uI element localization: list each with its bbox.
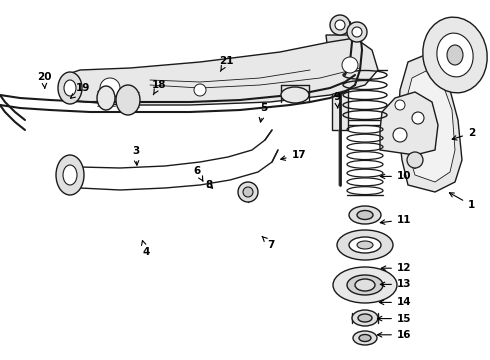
Ellipse shape bbox=[357, 241, 373, 249]
Ellipse shape bbox=[423, 17, 487, 93]
Circle shape bbox=[335, 20, 345, 30]
Ellipse shape bbox=[63, 165, 77, 185]
Ellipse shape bbox=[437, 33, 473, 77]
Ellipse shape bbox=[447, 45, 463, 65]
Circle shape bbox=[347, 22, 367, 42]
Polygon shape bbox=[326, 35, 354, 52]
Ellipse shape bbox=[281, 87, 309, 103]
Ellipse shape bbox=[359, 334, 371, 342]
Text: 4: 4 bbox=[142, 240, 149, 257]
Text: 6: 6 bbox=[194, 166, 203, 181]
Ellipse shape bbox=[355, 279, 375, 291]
Text: 15: 15 bbox=[377, 314, 412, 324]
Ellipse shape bbox=[337, 230, 393, 260]
Circle shape bbox=[393, 128, 407, 142]
Ellipse shape bbox=[352, 310, 378, 326]
Circle shape bbox=[243, 187, 253, 197]
Text: 2: 2 bbox=[452, 128, 475, 140]
Circle shape bbox=[238, 182, 258, 202]
Circle shape bbox=[194, 84, 206, 96]
Text: 10: 10 bbox=[380, 171, 412, 181]
Text: 12: 12 bbox=[381, 263, 412, 273]
Ellipse shape bbox=[347, 275, 383, 295]
Ellipse shape bbox=[116, 85, 140, 115]
Text: 21: 21 bbox=[219, 56, 234, 71]
Ellipse shape bbox=[58, 72, 82, 104]
Polygon shape bbox=[65, 38, 378, 105]
Text: 3: 3 bbox=[132, 146, 140, 165]
Polygon shape bbox=[405, 70, 455, 182]
Text: 8: 8 bbox=[206, 180, 213, 190]
Polygon shape bbox=[380, 92, 438, 155]
Ellipse shape bbox=[64, 80, 76, 96]
Polygon shape bbox=[398, 55, 462, 192]
Circle shape bbox=[412, 112, 424, 124]
Circle shape bbox=[342, 57, 358, 73]
Text: 17: 17 bbox=[281, 150, 306, 160]
Text: 13: 13 bbox=[380, 279, 412, 289]
Text: 11: 11 bbox=[380, 215, 412, 225]
Ellipse shape bbox=[358, 314, 372, 322]
Circle shape bbox=[100, 78, 120, 98]
Ellipse shape bbox=[357, 211, 373, 220]
Text: 14: 14 bbox=[379, 297, 412, 307]
Text: 5: 5 bbox=[259, 103, 267, 122]
Ellipse shape bbox=[333, 267, 397, 303]
Circle shape bbox=[330, 15, 350, 35]
Circle shape bbox=[395, 100, 405, 110]
Text: 18: 18 bbox=[152, 80, 167, 95]
Text: 7: 7 bbox=[262, 237, 274, 250]
Text: 19: 19 bbox=[71, 83, 90, 98]
Text: 9: 9 bbox=[333, 92, 341, 108]
Circle shape bbox=[352, 27, 362, 37]
Ellipse shape bbox=[97, 86, 115, 110]
Text: 1: 1 bbox=[449, 193, 475, 210]
Polygon shape bbox=[332, 50, 348, 130]
Circle shape bbox=[407, 152, 423, 168]
Ellipse shape bbox=[349, 206, 381, 224]
Text: 16: 16 bbox=[377, 330, 412, 340]
Ellipse shape bbox=[353, 331, 377, 345]
Text: 20: 20 bbox=[37, 72, 51, 88]
Ellipse shape bbox=[56, 155, 84, 195]
Ellipse shape bbox=[349, 237, 381, 253]
